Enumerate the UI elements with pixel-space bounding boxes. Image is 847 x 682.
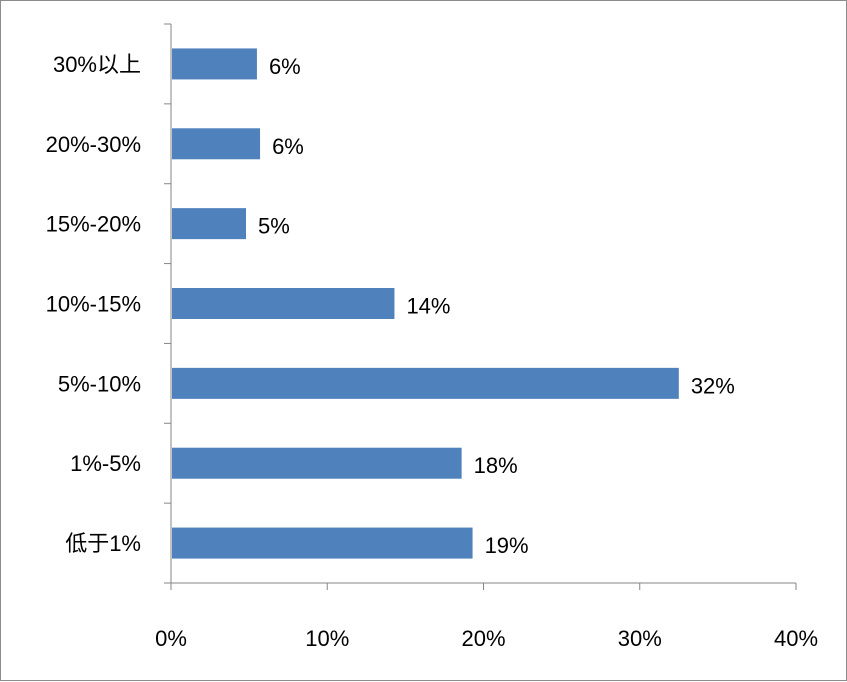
data-label: 6% <box>269 54 301 79</box>
data-label: 6% <box>272 134 304 159</box>
data-label: 32% <box>691 373 735 398</box>
category-label: 10%-15% <box>46 292 141 317</box>
data-label: 19% <box>485 533 529 558</box>
data-label: 14% <box>406 294 450 319</box>
x-tick-label: 10% <box>305 626 349 651</box>
data-label: 18% <box>474 453 518 478</box>
category-label: 低于1% <box>65 531 141 556</box>
bar <box>172 527 473 559</box>
bar <box>172 128 261 160</box>
bar <box>172 447 462 479</box>
category-label: 15%-20% <box>46 212 141 237</box>
x-tick-label: 40% <box>774 626 818 651</box>
category-label: 20%-30% <box>46 132 141 157</box>
bar <box>172 367 679 399</box>
bar <box>172 288 395 319</box>
category-label: 5%-10% <box>58 371 141 396</box>
bar <box>172 208 246 240</box>
data-label: 5% <box>258 214 290 239</box>
x-tick-label: 30% <box>618 626 662 651</box>
bar <box>172 48 257 80</box>
x-tick-label: 20% <box>461 626 505 651</box>
category-label: 30%以上 <box>53 52 141 77</box>
category-label: 1%-5% <box>70 451 141 476</box>
x-tick-label: 0% <box>155 626 187 651</box>
